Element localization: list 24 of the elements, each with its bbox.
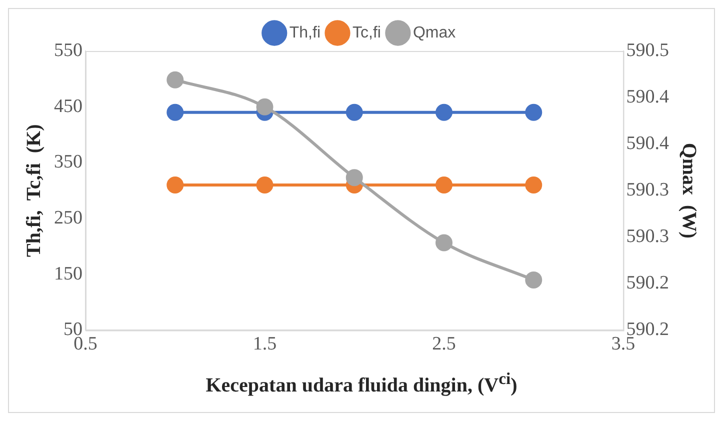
y2-tick-label: 590.5 <box>626 40 669 61</box>
legend-label: Tc,fi <box>352 24 381 42</box>
y-tick-label: 150 <box>54 263 82 284</box>
y2-tick-label: 590.3 <box>626 226 669 248</box>
y-tick-label: 350 <box>54 152 82 173</box>
x-axis-title: Kecepatan udara fluida dingin, (V$^{ci}$) <box>204 369 518 399</box>
y2-tick-label: 590.4 <box>626 86 670 108</box>
point <box>525 271 542 288</box>
point <box>166 71 184 88</box>
legend-label: Th,fi <box>289 24 321 42</box>
y2-tick-label: 590.4 <box>626 133 670 154</box>
point <box>256 98 274 116</box>
y2-tick-label: 590.2 <box>626 272 669 294</box>
y-tick-label: 550 <box>54 40 82 61</box>
legend-label: Qmax <box>412 24 456 42</box>
point <box>436 234 452 252</box>
x-tick-label: 1.5 <box>252 334 277 355</box>
y2-axis-title: Qmax (W) <box>678 142 700 238</box>
y2-tick-label: 590.3 <box>626 180 669 201</box>
y-tick-label: 450 <box>54 96 82 117</box>
y-tick-label: 250 <box>54 208 82 229</box>
y-axis-title: Th,fi, Tc,fi (K) <box>23 124 46 257</box>
x-tick-label: 2.5 <box>432 334 456 355</box>
point <box>346 169 363 186</box>
